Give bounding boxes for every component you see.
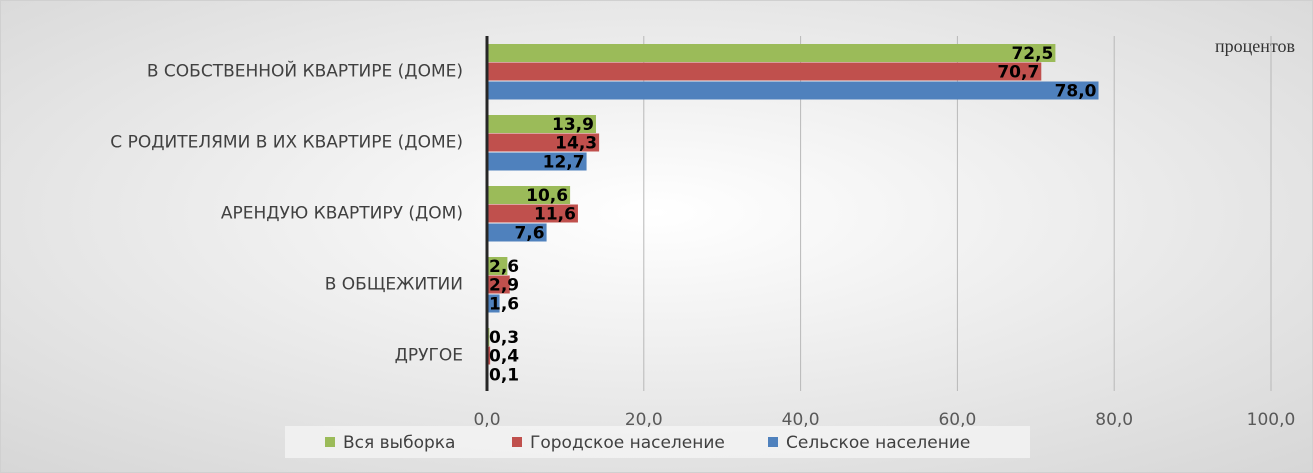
legend-label: Вся выборка bbox=[343, 433, 455, 453]
category-label: АРЕНДУЮ КВАРТИРУ (ДОМ) bbox=[221, 204, 463, 224]
bar bbox=[487, 346, 491, 365]
category-label: В ОБЩЕЖИТИИ bbox=[325, 275, 463, 295]
data-label: 2,9 bbox=[489, 276, 519, 296]
category-label: В СОБСТВЕННОЙ КВАРТИРЕ (ДОМЕ) bbox=[147, 60, 463, 82]
legend-swatch bbox=[512, 437, 522, 447]
bar bbox=[487, 186, 571, 204]
data-label: 13,9 bbox=[552, 115, 594, 135]
bar bbox=[487, 294, 500, 313]
x-tick-label: 80,0 bbox=[1095, 410, 1133, 430]
x-tick-label: 20,0 bbox=[625, 410, 663, 430]
x-tick-label: 0,0 bbox=[473, 410, 500, 430]
x-tick-label: 40,0 bbox=[782, 410, 820, 430]
data-label: 70,7 bbox=[997, 63, 1039, 83]
data-label: 14,3 bbox=[555, 134, 597, 154]
bar bbox=[487, 133, 600, 152]
bar bbox=[487, 62, 1042, 81]
unit-annotation: процентов bbox=[1215, 36, 1295, 56]
x-tick-label: 60,0 bbox=[938, 410, 976, 430]
bar bbox=[487, 204, 578, 223]
category-label: С РОДИТЕЛЯМИ В ИХ КВАРТИРЕ (ДОМЕ) bbox=[110, 133, 463, 153]
legend-background bbox=[285, 426, 1030, 458]
data-label: 78,0 bbox=[1055, 82, 1097, 102]
bar bbox=[487, 257, 508, 275]
legend-label: Городское население bbox=[530, 433, 725, 453]
legend-label: Сельское население bbox=[786, 433, 970, 453]
category-label: ДРУГОЕ bbox=[395, 346, 463, 366]
bar bbox=[487, 152, 587, 171]
x-tick-label: 100,0 bbox=[1247, 410, 1296, 430]
data-label: 11,6 bbox=[534, 205, 576, 225]
data-label: 0,1 bbox=[489, 366, 519, 386]
data-label: 12,7 bbox=[543, 153, 585, 173]
bar bbox=[487, 115, 596, 133]
bar bbox=[487, 223, 547, 242]
data-label: 1,6 bbox=[489, 295, 519, 315]
data-label: 0,4 bbox=[489, 347, 519, 367]
bar bbox=[487, 44, 1056, 62]
legend-swatch bbox=[768, 437, 778, 447]
bar bbox=[487, 275, 510, 294]
data-label: 10,6 bbox=[526, 186, 568, 206]
data-label: 7,6 bbox=[514, 224, 544, 244]
data-label: 72,5 bbox=[1011, 44, 1053, 64]
bar bbox=[487, 81, 1099, 100]
data-label: 0,3 bbox=[489, 328, 519, 348]
data-label: 2,6 bbox=[489, 257, 519, 277]
legend-swatch bbox=[325, 437, 335, 447]
